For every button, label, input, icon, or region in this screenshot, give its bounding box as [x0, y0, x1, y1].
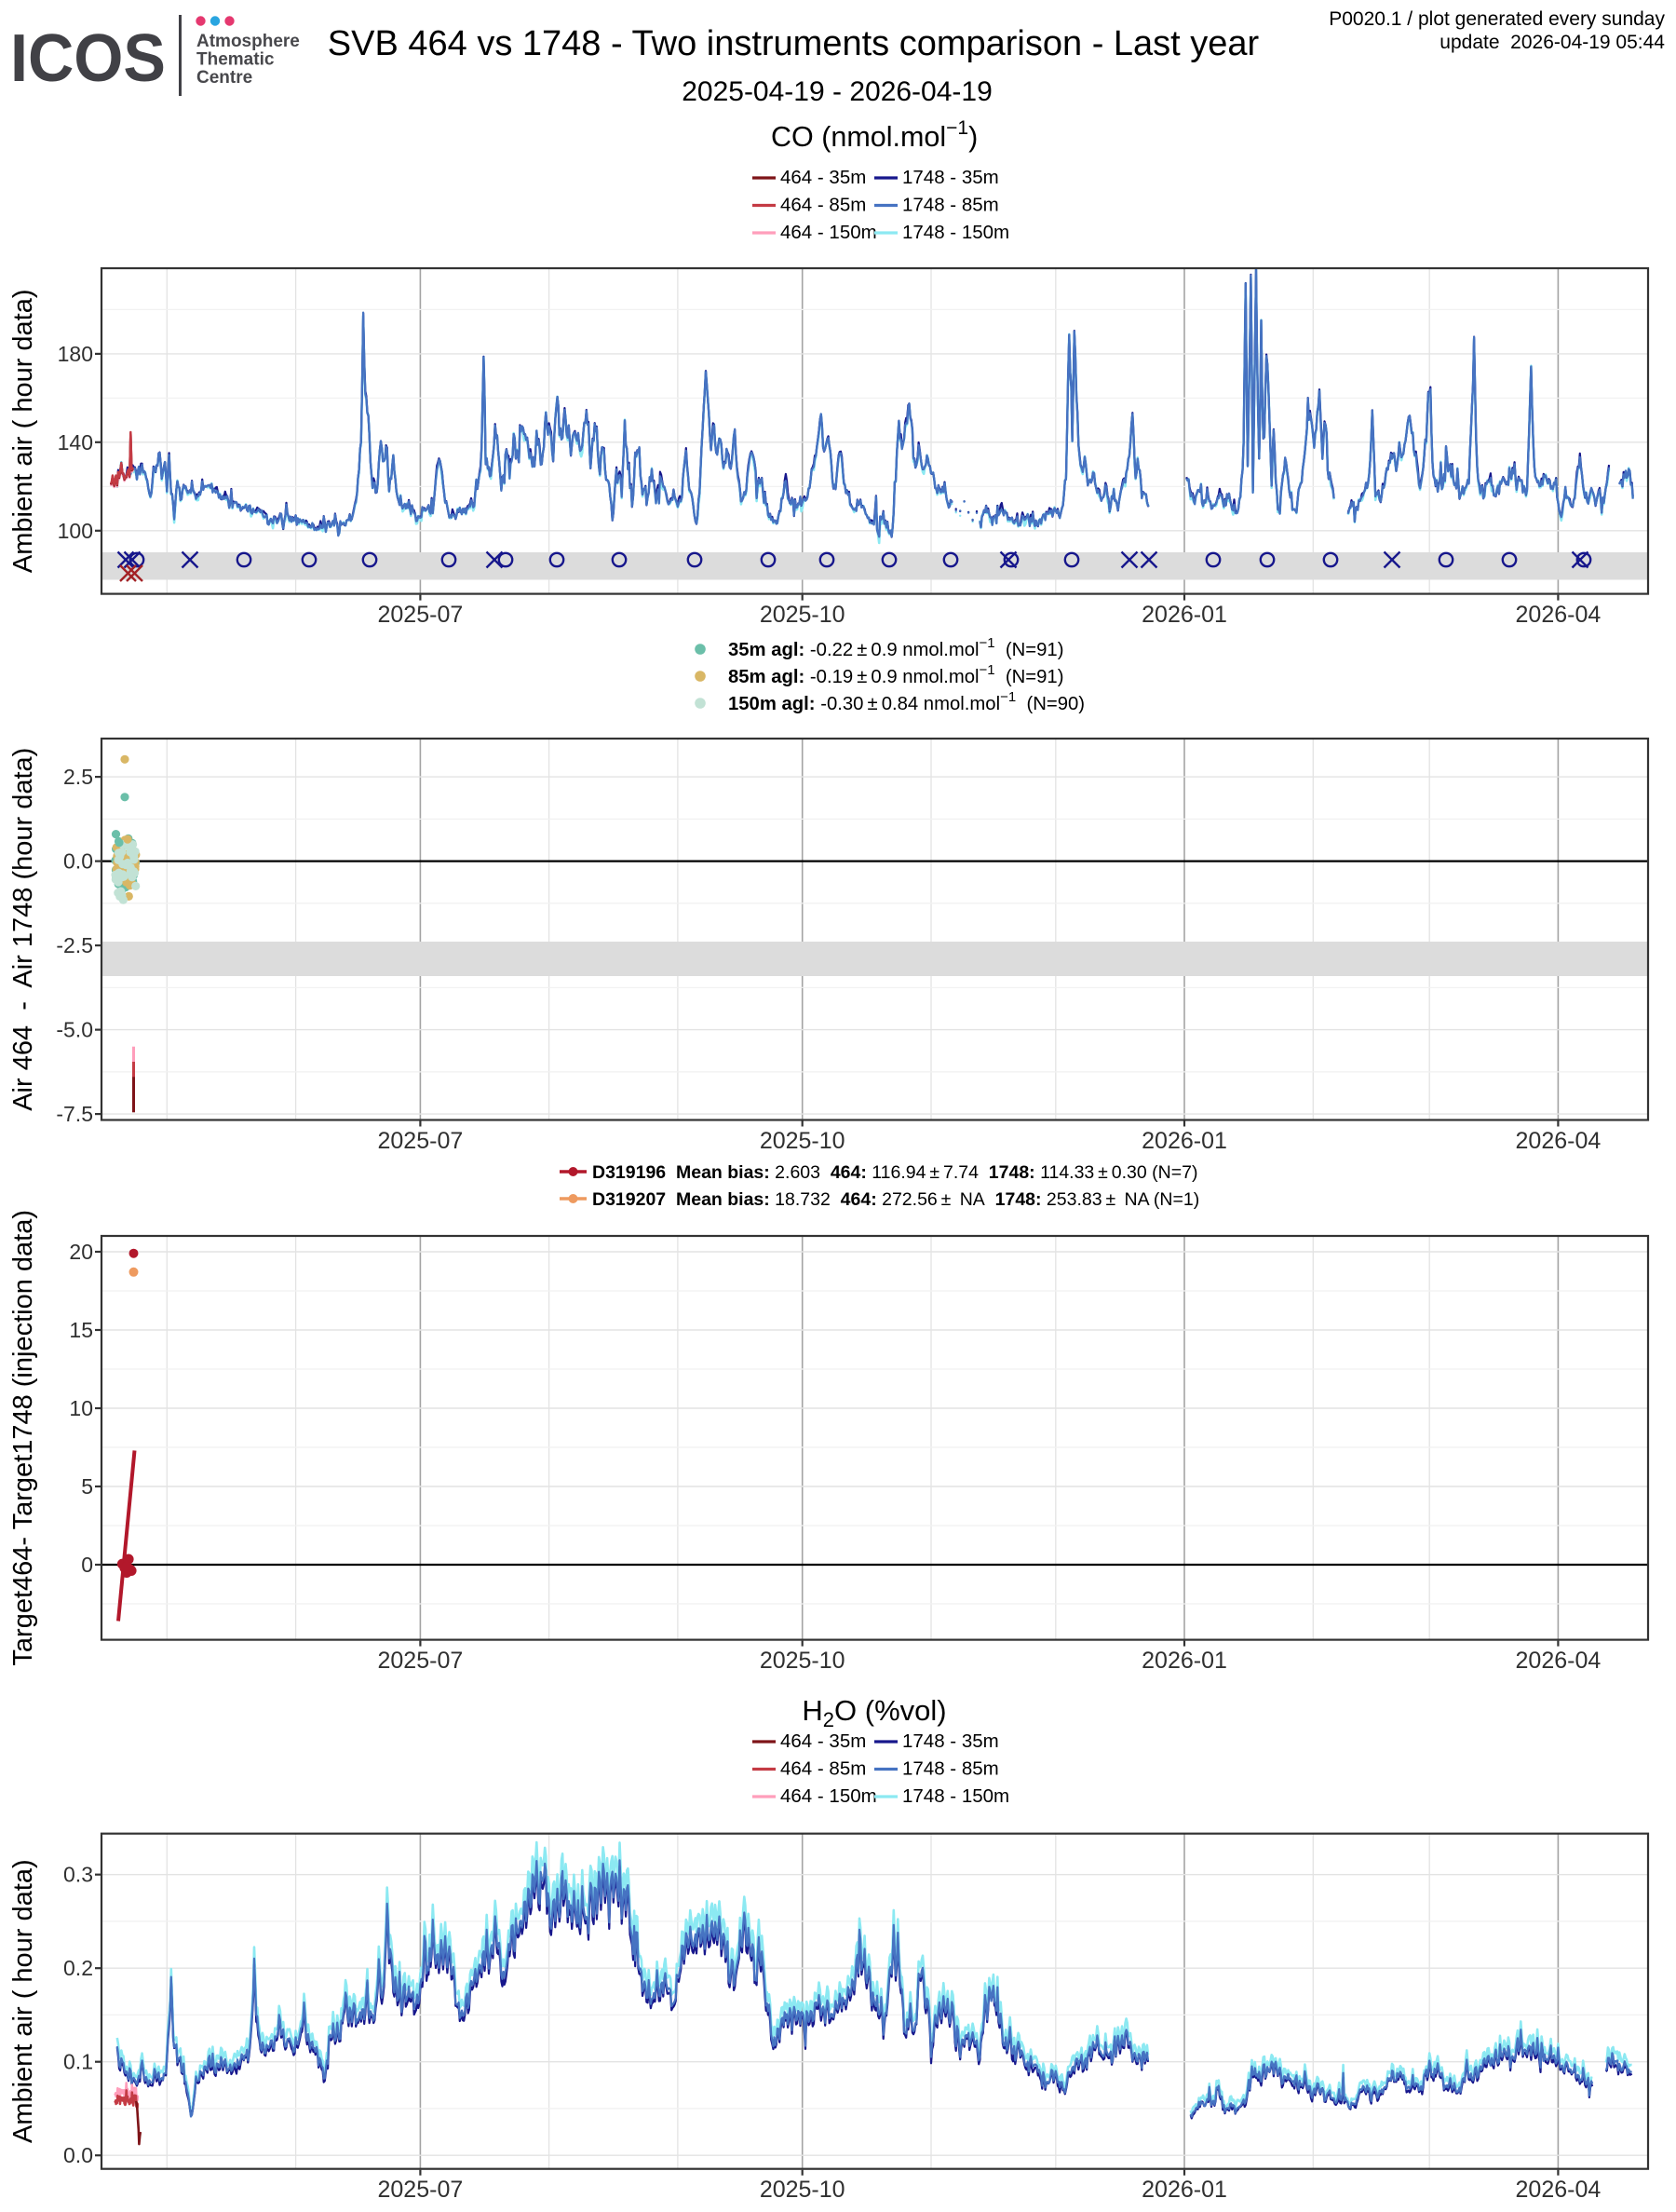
svg-text:CO (nmol.mol−1): CO (nmol.mol−1) — [771, 117, 978, 153]
svg-text:1748 - 85m: 1748 - 85m — [902, 1758, 999, 1780]
svg-text:180: 180 — [58, 342, 93, 366]
svg-text:Ambient air ( hour data): Ambient air ( hour data) — [8, 1859, 38, 2143]
svg-text:Centre: Centre — [196, 68, 252, 88]
svg-text:464 - 85m: 464 - 85m — [780, 195, 866, 216]
svg-text:0.3: 0.3 — [63, 1863, 93, 1887]
svg-text:SVB 464 vs 1748 - Two instrume: SVB 464 vs 1748 - Two instruments compar… — [328, 24, 1260, 63]
svg-text:2025-10: 2025-10 — [760, 602, 845, 628]
svg-text:0: 0 — [81, 1553, 93, 1577]
svg-text:D319207 Mean bias: 18.732 46: D319207 Mean bias: 18.732 464: 272.56 ± … — [592, 1189, 1199, 1210]
svg-text:2025-07: 2025-07 — [378, 602, 464, 628]
svg-text:Thematic: Thematic — [196, 50, 275, 70]
svg-text:2026-04: 2026-04 — [1516, 1648, 1602, 1674]
svg-text:2026-01: 2026-01 — [1142, 602, 1227, 628]
svg-text:D319196 Mean bias: 2.603 464: D319196 Mean bias: 2.603 464: 116.94 ± 7… — [592, 1162, 1197, 1183]
svg-text:100: 100 — [58, 519, 93, 543]
svg-text:464 - 85m: 464 - 85m — [780, 1758, 866, 1780]
svg-text:2025-10: 2025-10 — [760, 2177, 845, 2203]
svg-text:0.0: 0.0 — [63, 849, 93, 874]
svg-text:464 - 35m: 464 - 35m — [780, 167, 866, 188]
svg-text:2025-07: 2025-07 — [378, 1648, 464, 1674]
svg-text:0.1: 0.1 — [63, 2050, 93, 2074]
svg-text:464 - 35m: 464 - 35m — [780, 1730, 866, 1752]
svg-text:ICOS: ICOS — [10, 21, 166, 96]
svg-text:2025-07: 2025-07 — [378, 2177, 464, 2203]
svg-text:85m agl: -0.19 ± 0.9 nmol.mol−: 85m agl: -0.19 ± 0.9 nmol.mol−1 (N=91) — [728, 662, 1063, 687]
svg-text:464 - 150m: 464 - 150m — [780, 222, 877, 243]
svg-text:1748 - 35m: 1748 - 35m — [902, 167, 999, 188]
svg-text:0.0: 0.0 — [63, 2143, 93, 2167]
svg-text:update 2026-04-19 05:44: update 2026-04-19 05:44 — [1439, 32, 1665, 53]
svg-text:1748 - 35m: 1748 - 35m — [902, 1730, 999, 1752]
svg-text:-7.5: -7.5 — [56, 1102, 93, 1126]
svg-text:Atmosphere: Atmosphere — [196, 32, 300, 51]
svg-text:10: 10 — [69, 1396, 93, 1420]
svg-text:Air 464 - Air 1748 (hour dat: Air 464 - Air 1748 (hour data) — [8, 748, 38, 1111]
svg-text:-2.5: -2.5 — [56, 933, 93, 957]
svg-text:150m agl: -0.30 ± 0.84 nmol.mo: 150m agl: -0.30 ± 0.84 nmol.mol−1 (N=90) — [728, 689, 1085, 714]
svg-text:2026-04: 2026-04 — [1516, 1128, 1602, 1154]
svg-text:Ambient air ( hour data): Ambient air ( hour data) — [8, 289, 38, 573]
svg-text:2025-07: 2025-07 — [378, 1128, 464, 1154]
svg-text:2026-04: 2026-04 — [1516, 602, 1602, 628]
svg-text:0.2: 0.2 — [63, 1956, 93, 1980]
svg-text:Target464- Target1748 (injecti: Target464- Target1748 (injection data) — [8, 1210, 38, 1666]
svg-text:1748 - 85m: 1748 - 85m — [902, 195, 999, 216]
svg-text:2026-01: 2026-01 — [1142, 1648, 1227, 1674]
svg-text:2.5: 2.5 — [63, 765, 93, 789]
svg-text:2026-04: 2026-04 — [1516, 2177, 1602, 2203]
svg-text:464 - 150m: 464 - 150m — [780, 1785, 877, 1807]
svg-text:5: 5 — [81, 1474, 93, 1499]
svg-text:15: 15 — [69, 1318, 93, 1342]
svg-text:H2O (%vol): H2O (%vol) — [802, 1694, 946, 1731]
svg-text:2025-10: 2025-10 — [760, 1128, 845, 1154]
svg-text:2026-01: 2026-01 — [1142, 1128, 1227, 1154]
svg-text:P0020.1 / plot generated every: P0020.1 / plot generated every sunday — [1329, 8, 1665, 30]
svg-text:140: 140 — [58, 430, 93, 455]
svg-text:1748 - 150m: 1748 - 150m — [902, 1785, 1009, 1807]
svg-text:2025-04-19 - 2026-04-19: 2025-04-19 - 2026-04-19 — [682, 76, 993, 107]
svg-text:-5.0: -5.0 — [56, 1018, 93, 1042]
svg-text:20: 20 — [69, 1240, 93, 1264]
svg-text:2026-01: 2026-01 — [1142, 2177, 1227, 2203]
svg-text:2025-10: 2025-10 — [760, 1648, 845, 1674]
svg-text:1748 - 150m: 1748 - 150m — [902, 222, 1009, 243]
svg-text:35m agl: -0.22 ± 0.9 nmol.mol−: 35m agl: -0.22 ± 0.9 nmol.mol−1 (N=91) — [728, 635, 1063, 660]
